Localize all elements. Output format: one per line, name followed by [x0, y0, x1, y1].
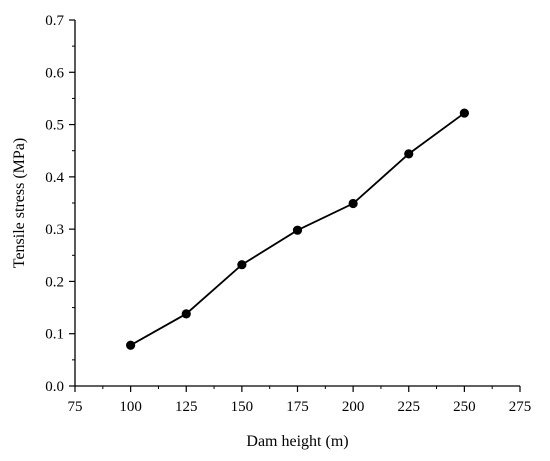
y-tick-label: 0.6	[45, 65, 64, 81]
data-point	[126, 340, 136, 350]
data-point	[292, 225, 303, 235]
x-tick-label: 250	[453, 399, 476, 415]
x-tick-label: 225	[398, 399, 421, 415]
y-tick-label: 0.4	[45, 170, 64, 186]
data-point	[181, 309, 191, 319]
y-tick-label: 0.7	[45, 13, 64, 29]
x-tick-label: 75	[68, 399, 83, 415]
y-tick-label: 0.2	[45, 274, 64, 290]
y-tick-label: 0.0	[45, 379, 64, 395]
y-tick-label: 0.1	[45, 327, 64, 343]
x-tick-label: 150	[231, 399, 254, 415]
y-axis-label: Tensile stress (MPa)	[11, 138, 28, 268]
y-axis-ticks: 0.0 0.1 0.2 0.3 0.4 0.5 0.6 0.7	[45, 13, 75, 395]
y-tick-label: 0.5	[45, 118, 64, 134]
y-tick-label: 0.3	[45, 222, 64, 238]
data-point	[459, 108, 469, 118]
data-point	[348, 198, 358, 209]
series-group	[126, 108, 469, 350]
data-point	[404, 149, 414, 159]
x-tick-label: 275	[509, 399, 532, 415]
x-tick-label: 175	[286, 399, 309, 415]
x-tick-label: 100	[119, 399, 142, 415]
x-tick-label: 125	[175, 399, 198, 415]
data-point	[237, 260, 247, 270]
x-axis-label: Dam height (m)	[246, 433, 348, 450]
axes	[74, 20, 520, 387]
x-tick-label: 200	[342, 399, 365, 415]
x-axis-ticks: 75 100 125 150 175 200 225 250 275	[68, 386, 532, 415]
